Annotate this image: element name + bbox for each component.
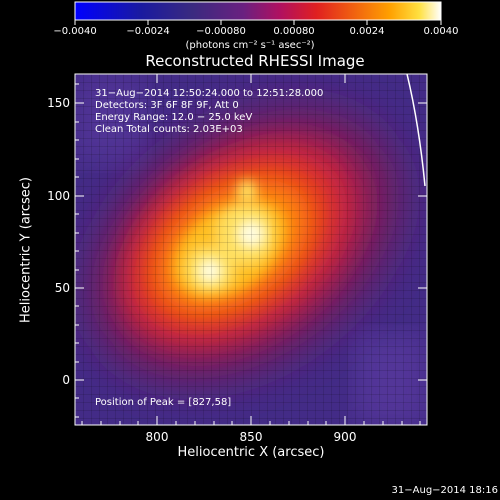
solar-limb-line <box>406 74 426 187</box>
clean-counts-text: Clean Total counts: 2.03E+03 <box>95 124 243 135</box>
colorbar-tick-label: −0.0024 <box>126 26 170 37</box>
energy-range-text: Energy Range: 12.0 − 25.0 keV <box>95 112 253 123</box>
colorbar-units: (photons cm⁻² s⁻¹ asec⁻²) <box>185 40 315 51</box>
solar-flare-image <box>75 74 427 425</box>
x-tick-label: 850 <box>239 430 263 444</box>
colorbar-tick-label: −0.00080 <box>196 26 246 37</box>
y-tick-label: 0 <box>62 373 70 387</box>
colorbar-tick-label: 0.0024 <box>349 26 385 37</box>
y-tick-label: 50 <box>54 281 70 295</box>
colorbar-tick-label: 0.0040 <box>423 26 459 37</box>
image-title: Reconstructed RHESSI Image <box>145 52 365 70</box>
y-tick-label: 100 <box>47 189 70 203</box>
footer-date: 31−Aug−2014 18:16 <box>391 485 498 496</box>
peak-position-text: Position of Peak = [827,58] <box>95 397 232 408</box>
y-tick-label: 150 <box>47 96 70 110</box>
x-tick-label: 900 <box>333 430 357 444</box>
colorbar-tick-label: −0.0040 <box>53 26 97 37</box>
time-range-text: 31−Aug−2014 12:50:24.000 to 12:51:28.000 <box>95 88 324 99</box>
colorbar <box>74 1 442 25</box>
colorbar-gradient <box>74 1 442 21</box>
x-axis-label: Heliocentric X (arcsec) <box>177 445 325 460</box>
flare-image-svg <box>75 74 427 425</box>
colorbar-tick-label: 0.00080 <box>273 26 315 37</box>
x-tick-label: 800 <box>145 430 169 444</box>
detectors-text: Detectors: 3F 6F 8F 9F, Att 0 <box>95 100 239 111</box>
y-axis-label: Heliocentric Y (arcsec) <box>18 177 34 323</box>
